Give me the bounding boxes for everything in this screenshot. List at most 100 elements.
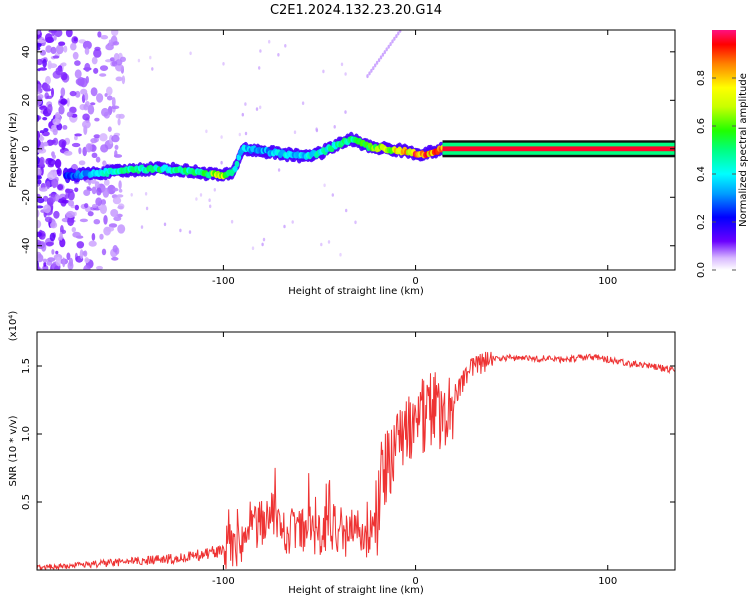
noise-blob	[71, 142, 81, 148]
streak-blob	[368, 71, 371, 76]
noise-blob	[102, 187, 110, 198]
noise-blob	[58, 139, 67, 148]
noise-blob	[47, 103, 53, 114]
noise-blob	[96, 187, 102, 196]
colorbar-tick-label: 0.8	[696, 70, 707, 86]
noise-blob	[84, 92, 89, 101]
noise-blob	[43, 141, 49, 147]
noise-blob	[277, 53, 280, 57]
noise-blob	[208, 198, 211, 202]
noise-blob	[327, 240, 331, 244]
streak-blob	[366, 74, 369, 79]
noise-blob	[53, 35, 57, 41]
flat-band-core	[442, 146, 675, 152]
noise-blob	[105, 226, 115, 232]
noise-blob	[37, 130, 40, 140]
streak-blob	[383, 50, 386, 55]
noise-blob	[67, 190, 75, 201]
noise-blob	[39, 130, 45, 134]
noise-blob	[108, 223, 118, 228]
y-tick-label: -40	[21, 238, 32, 254]
noise-blob	[99, 204, 107, 215]
noise-blob	[118, 113, 125, 119]
noise-blob	[56, 167, 62, 177]
noise-blob	[100, 35, 109, 40]
noise-blob	[118, 188, 123, 193]
noise-blob	[99, 133, 108, 142]
noise-blob	[72, 51, 79, 60]
streak-blob	[370, 68, 373, 73]
noise-blob	[79, 218, 88, 223]
x-tick-label: -100	[212, 276, 235, 287]
noise-blob	[96, 265, 103, 270]
noise-blob	[50, 221, 58, 229]
noise-blob	[82, 251, 87, 256]
noise-blob	[104, 93, 108, 97]
streak-blob	[391, 39, 394, 44]
noise-blob	[83, 103, 89, 111]
noise-blob	[259, 105, 262, 110]
noise-blob	[79, 249, 84, 260]
noise-blob	[37, 179, 42, 185]
noise-blob	[97, 31, 102, 38]
noise-blob	[85, 76, 90, 84]
x-tick-label: -100	[212, 576, 235, 587]
noise-blob	[67, 261, 74, 270]
noise-blob	[37, 114, 40, 122]
noise-blob	[291, 220, 294, 224]
noise-blob	[91, 186, 97, 195]
noise-blob	[111, 60, 118, 67]
noise-blob	[114, 144, 119, 150]
noise-blob	[115, 59, 123, 66]
snr-xlabel: Height of straight line (km)	[288, 585, 424, 596]
noise-blob	[244, 102, 247, 106]
y-tick-label: 1.5	[21, 358, 32, 374]
colorbar-label: Normalized spectral amplitude	[738, 73, 749, 227]
noise-blob	[58, 41, 64, 46]
noise-blob	[340, 62, 344, 67]
x-tick-label: 0	[412, 276, 418, 287]
noise-blob	[37, 251, 42, 259]
streak-blob	[389, 42, 392, 47]
noise-blob	[55, 112, 61, 119]
noise-blob	[66, 111, 73, 118]
noise-blob	[82, 120, 91, 129]
noise-blob	[40, 141, 44, 152]
noise-blob	[37, 43, 42, 48]
spectrogram-ylabel: Frequency (Hz)	[8, 112, 19, 188]
noise-blob	[258, 66, 261, 70]
noise-blob	[70, 42, 77, 51]
noise-blob	[110, 209, 119, 217]
x-tick-label: 100	[598, 276, 617, 287]
noise-blob	[106, 95, 113, 101]
noise-blob	[74, 135, 78, 141]
noise-blob	[91, 56, 98, 65]
noise-blob	[60, 98, 68, 105]
noise-blob	[47, 60, 52, 70]
y-tick-label: 20	[21, 94, 32, 107]
noise-blob	[283, 224, 286, 229]
noise-blob	[66, 252, 71, 261]
noise-blob	[112, 245, 118, 253]
colorbar-tick-label: 0.0	[696, 262, 707, 278]
noise-blob	[331, 193, 334, 197]
noise-blob	[42, 265, 49, 270]
noise-blob	[333, 125, 336, 129]
noise-blob	[37, 219, 42, 229]
noise-blob	[344, 110, 347, 114]
noise-blob	[91, 233, 96, 241]
noise-blob	[255, 107, 259, 111]
noise-blob	[74, 204, 80, 211]
noise-blob	[238, 132, 241, 137]
noise-blob	[47, 171, 56, 181]
noise-blob	[106, 86, 113, 96]
streak-blob	[375, 60, 379, 65]
noise-blob	[45, 75, 51, 85]
noise-blob	[90, 87, 98, 97]
noise-blob	[71, 227, 77, 233]
noise-blob	[354, 220, 357, 225]
noise-blob	[93, 67, 99, 74]
y-tick-label: 40	[21, 45, 32, 58]
spectrogram-axes: -100 0 100 -40 -20 0 20 40	[21, 30, 675, 287]
noise-blob	[99, 73, 107, 77]
